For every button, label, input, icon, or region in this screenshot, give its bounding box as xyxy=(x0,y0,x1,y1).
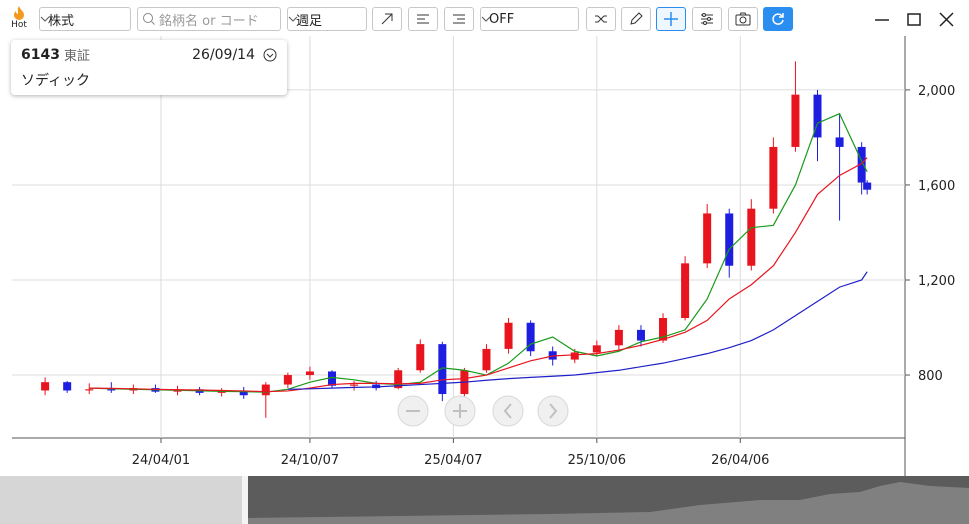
chevron xyxy=(40,16,50,22)
window-controls xyxy=(875,12,954,27)
icon xyxy=(664,12,678,26)
shuffle-button[interactable] xyxy=(586,7,616,31)
candle-body xyxy=(504,322,513,349)
candle-body xyxy=(283,375,292,385)
candle-body xyxy=(239,390,248,396)
candle-body xyxy=(350,384,359,386)
candle-body xyxy=(305,371,314,376)
date: 26/09/14 xyxy=(192,46,255,63)
trend-button[interactable] xyxy=(372,7,402,31)
moving-average xyxy=(89,157,868,393)
candle-body xyxy=(636,329,645,341)
icon xyxy=(453,14,465,24)
chevron xyxy=(481,16,491,22)
info-panel: 6143 東証 26/09/14 ソディック xyxy=(11,40,287,95)
period: 週足 xyxy=(296,13,323,29)
navigator-area xyxy=(248,482,969,524)
candle-body xyxy=(85,389,94,391)
scroll-left[interactable] xyxy=(492,395,524,427)
align-left-button[interactable] xyxy=(408,7,438,31)
x-tick-label: 25/04/07 xyxy=(424,453,482,468)
navigator-left xyxy=(0,476,242,524)
candle-body xyxy=(614,329,623,346)
candle-body xyxy=(725,213,734,266)
candle-body xyxy=(813,94,822,138)
icon xyxy=(772,13,784,25)
x-tick-label: 24/04/01 xyxy=(132,453,190,468)
icon xyxy=(595,15,607,23)
icon xyxy=(630,12,643,25)
candle-body xyxy=(703,213,712,264)
draw-button[interactable] xyxy=(621,7,651,31)
x-tick-label: 25/10/06 xyxy=(568,453,626,468)
candle-body xyxy=(659,318,668,341)
candle-body xyxy=(592,345,601,353)
candle-body xyxy=(570,352,579,360)
period-select[interactable]: 週足 xyxy=(287,7,367,31)
candle-body xyxy=(863,182,872,190)
search-icon xyxy=(143,13,155,25)
market-select[interactable]: 株式 xyxy=(39,7,131,31)
candle-body xyxy=(41,382,50,391)
y-tick-label: 2,000 xyxy=(918,84,955,99)
y-tick-label: 1,200 xyxy=(918,274,955,289)
align-right-button[interactable] xyxy=(444,7,474,31)
hot[interactable]: Hot xyxy=(8,6,30,30)
candle-body xyxy=(416,344,425,371)
candle-body xyxy=(63,382,72,391)
close[interactable] xyxy=(939,12,954,27)
exchange: 東証 xyxy=(63,49,90,64)
candle-body xyxy=(394,370,403,389)
search[interactable]: 銘柄名 or コード xyxy=(137,7,281,31)
candle-body xyxy=(526,322,535,352)
camera-button[interactable] xyxy=(728,7,758,31)
candle-body xyxy=(482,348,491,371)
market: 株式 xyxy=(48,13,75,29)
moving-average xyxy=(287,271,868,390)
x-tick-label: 24/10/07 xyxy=(281,453,339,468)
navigator-handle[interactable] xyxy=(242,476,248,524)
hot-label: Hot xyxy=(11,20,27,30)
mode-select[interactable]: OFF xyxy=(480,7,579,31)
name: ソディック xyxy=(21,73,91,89)
settings-button[interactable] xyxy=(692,7,722,31)
crosshair-button[interactable] xyxy=(656,7,686,31)
flame-icon xyxy=(14,6,24,20)
icon xyxy=(381,13,393,25)
candle-body xyxy=(747,208,756,266)
icon xyxy=(735,12,751,26)
refresh-button[interactable] xyxy=(763,7,793,31)
chevron xyxy=(288,16,298,22)
x-tick-label: 26/04/06 xyxy=(711,453,769,468)
candle-body xyxy=(769,146,778,209)
expand-icon[interactable] xyxy=(263,48,277,62)
y-tick-label: 1,600 xyxy=(918,179,955,194)
candle-body xyxy=(857,146,866,183)
candle-body xyxy=(791,94,800,147)
icon xyxy=(417,14,429,24)
candle-body xyxy=(261,384,270,396)
mode: OFF xyxy=(489,11,515,27)
maximize[interactable] xyxy=(907,13,921,26)
y-tick-label: 800 xyxy=(918,369,943,384)
code: 6143 xyxy=(21,46,60,63)
candle-body xyxy=(107,389,116,391)
candle-body xyxy=(835,137,844,147)
candle-body xyxy=(681,263,690,319)
candle-body xyxy=(438,344,447,395)
nav-buttons xyxy=(397,395,569,427)
icon xyxy=(701,13,713,25)
scroll-right[interactable] xyxy=(537,395,569,427)
search-placeholder: 銘柄名 or コード xyxy=(159,13,259,29)
nav-icons xyxy=(406,403,558,419)
candle-body xyxy=(327,371,336,386)
